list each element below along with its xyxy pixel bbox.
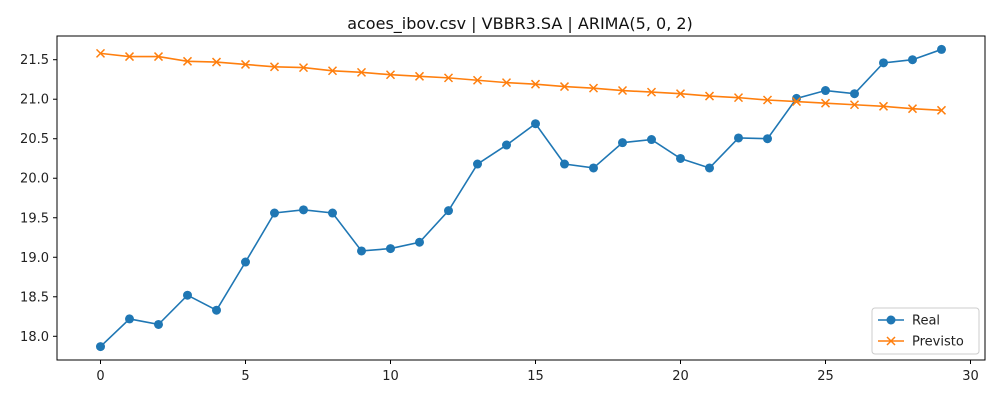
data-point <box>936 105 947 115</box>
data-point <box>820 98 831 108</box>
data-point <box>762 95 773 105</box>
data-point <box>328 208 337 218</box>
x-tick-label: 15 <box>527 369 544 384</box>
chart-title: acoes_ibov.csv | VBBR3.SA | ARIMA(5, 0, … <box>347 14 693 34</box>
data-point <box>124 52 135 62</box>
data-point <box>618 138 627 148</box>
data-point <box>298 63 309 73</box>
data-point <box>125 314 134 324</box>
data-point <box>879 58 888 68</box>
data-point <box>299 205 308 215</box>
data-point <box>241 257 250 267</box>
x-tick-label: 10 <box>382 369 399 384</box>
data-point <box>704 91 715 101</box>
legend-label: Real <box>912 314 940 329</box>
data-point <box>733 93 744 103</box>
legend-marker <box>886 315 896 325</box>
y-tick-label: 20.0 <box>20 172 49 187</box>
legend: Real Previsto <box>871 307 980 355</box>
data-point <box>269 62 280 72</box>
x-tick-label: 20 <box>672 369 689 384</box>
data-point <box>647 135 656 145</box>
data-point <box>96 342 105 352</box>
data-point <box>502 140 511 150</box>
data-point <box>473 159 482 169</box>
data-point <box>791 97 802 107</box>
data-point <box>675 89 686 99</box>
data-point <box>211 57 222 67</box>
data-point <box>327 66 338 76</box>
data-point <box>95 48 106 58</box>
data-point <box>530 79 541 89</box>
data-point <box>560 159 569 169</box>
x-tick-label: 5 <box>241 369 249 384</box>
data-point <box>907 104 918 114</box>
legend-item-previsto: Previsto <box>878 335 964 350</box>
y-tick-label: 19.0 <box>20 251 49 266</box>
legend-label: Previsto <box>912 335 964 350</box>
x-tick-label: 30 <box>962 369 979 384</box>
y-tick-label: 21.0 <box>20 93 49 108</box>
y-axis: 18.0 18.5 19.0 19.5 20.0 20.5 21.0 21.5 <box>20 53 57 345</box>
x-axis: 0 5 10 15 20 25 30 <box>96 360 979 384</box>
data-point <box>501 78 512 88</box>
y-tick-label: 20.5 <box>20 132 49 147</box>
data-point <box>356 67 367 77</box>
data-point <box>270 208 279 218</box>
data-point <box>153 52 164 62</box>
data-point <box>878 101 889 111</box>
data-point <box>154 319 163 329</box>
data-point <box>908 55 917 65</box>
data-point <box>472 75 483 85</box>
series-line <box>99 48 942 348</box>
data-point <box>559 82 570 92</box>
data-point <box>705 163 714 173</box>
data-point <box>821 86 830 96</box>
data-point <box>849 100 860 110</box>
x-tick-label: 25 <box>817 369 834 384</box>
data-point <box>617 85 628 96</box>
data-point <box>240 59 251 69</box>
y-tick-label: 19.5 <box>20 211 49 226</box>
series-line <box>100 52 942 112</box>
data-point <box>385 70 396 80</box>
data-point <box>182 56 193 66</box>
data-point <box>589 163 598 173</box>
data-point <box>414 71 425 81</box>
series-previsto <box>95 48 947 115</box>
data-point <box>676 153 685 163</box>
y-tick-label: 18.0 <box>20 330 49 345</box>
data-point <box>386 244 395 254</box>
y-tick-label: 21.5 <box>20 53 49 68</box>
series-layer <box>95 44 947 352</box>
data-point <box>531 119 540 129</box>
series-real <box>96 44 946 352</box>
legend-marker <box>886 336 896 346</box>
data-point <box>850 89 859 99</box>
data-point <box>937 44 946 54</box>
data-point <box>734 133 743 143</box>
data-point <box>212 305 221 315</box>
data-point <box>183 290 192 300</box>
data-point <box>588 83 599 93</box>
data-point <box>415 237 424 247</box>
data-point <box>646 87 657 97</box>
data-point <box>443 73 454 83</box>
x-tick-label: 0 <box>96 369 104 384</box>
data-point <box>357 246 366 256</box>
legend-item-real: Real <box>878 314 940 329</box>
data-point <box>444 206 453 216</box>
plot-area <box>56 35 986 361</box>
y-tick-label: 18.5 <box>20 290 49 305</box>
data-point <box>763 134 772 144</box>
